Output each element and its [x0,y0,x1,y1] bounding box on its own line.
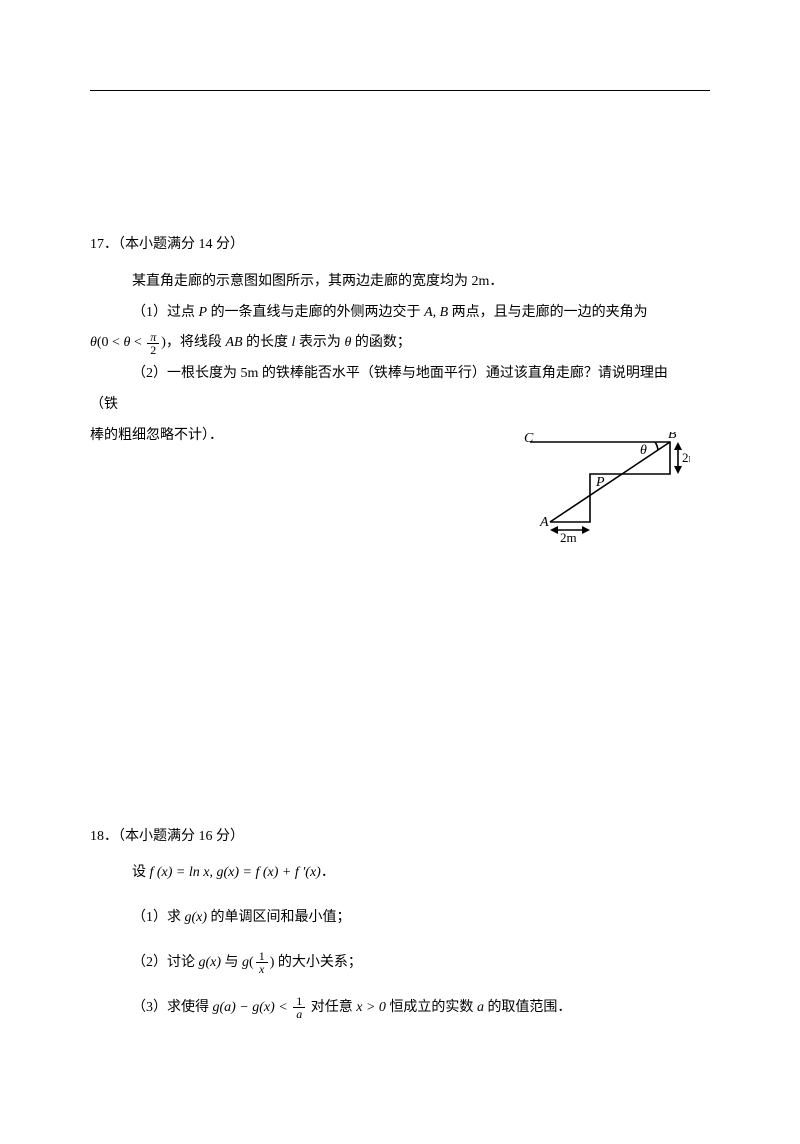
arrow-right-head1 [674,442,682,450]
label-theta: θ [640,443,647,458]
frac-den: a [293,1008,305,1020]
line-AB [550,442,670,522]
page: 17．（本小题满分 14 分） 某直角走廊的示意图如图所示，其两边走廊的宽度均为… [0,0,800,1144]
p17-line2-post: 两点，且与走廊的一边的夹角为 [448,305,648,320]
p18-line3-pre: （2）讨论 [132,955,199,970]
problem-17-number: 17． [90,237,118,252]
problem-18-head: 18．（本小题满分 16 分） [90,822,710,853]
content-area: 17．（本小题满分 14 分） 某直角走廊的示意图如图所示，其两边走廊的宽度均为… [90,90,710,1024]
p18-expr: g(a) − g(x) < [213,1000,292,1015]
label-C: C [524,432,534,446]
p18-line1-post: ． [321,865,335,880]
problem-18-body: 设 f (x) = ln x, g(x) = f (x) + f ′(x)． （… [90,858,710,1023]
p18-line1: 设 f (x) = ln x, g(x) = f (x) + f ′(x)． [132,858,710,889]
p17-line2-mid: 的一条直线与走廊的外侧两边交于 [207,305,424,320]
p18-line3-post: 的大小关系； [274,955,362,970]
p17-line4: （2）一根长度为 5m 的铁棒能否水平（铁棒与地面平行）通过该直角走廊？请说明理… [90,359,710,390]
label-2m-bottom: 2m [560,530,577,542]
p18-line2-pre: （1）求 [132,910,185,925]
p18-gx1: g(x) [185,910,208,925]
problem-17-head: 17．（本小题满分 14 分） [90,230,710,261]
label-A: A [539,515,549,530]
arrow-bottom-head2 [582,526,590,534]
p17-line3-mid3: 表示为 [295,335,344,350]
p18-line3-open: ( [249,955,254,970]
p17-line2-pre: （1）过点 [132,305,199,320]
page-top-rule [90,90,710,91]
p18-line3: （2）讨论 g(x) 与 g(1x) 的大小关系； [132,948,710,979]
p18-frac-1a: 1a [293,995,305,1020]
p18-line2: （1）求 g(x) 的单调区间和最小值； [132,903,710,934]
p17-line3: θ(0 < θ < π2)，将线段 AB 的长度 l 表示为 θ 的函数； [90,328,710,359]
spacer [90,632,710,822]
diagram-holder: C B A P θ 2m 2m [90,452,710,572]
p18-line4-mid2: 恒成立的实数 [386,1000,477,1015]
frac-num: π [147,331,159,344]
frac-den: 2 [147,344,159,356]
problem-18-number: 18． [90,829,118,844]
p18-line4-pre: （3）求使得 [132,1000,213,1015]
problem-18-points: （本小题满分 16 分） [118,829,244,844]
label-2m-right: 2m [682,450,690,465]
corridor-diagram: C B A P θ 2m 2m [520,432,690,542]
p18-line4: （3）求使得 g(a) − g(x) < 1a 对任意 x > 0 恒成立的实数… [132,993,710,1024]
p17-frac-pi2: π2 [147,331,159,356]
label-B: B [668,432,677,442]
p17-point-P: P [199,305,208,320]
p17-AB: AB [225,335,242,350]
p18-g: g [242,955,249,970]
p17-line3-end: 的函数； [351,335,411,350]
p18-a: a [477,1000,484,1015]
arrow-bottom-head1 [550,526,558,534]
p17-line1: 某直角走廊的示意图如图所示，其两边走廊的宽度均为 2m． [132,267,710,298]
p18-x: x > 0 [356,1000,386,1015]
p17-points-AB: A, B [424,305,448,320]
theta-arc [655,442,658,450]
arrow-right-head2 [674,466,682,474]
problem-17-body: 某直角走廊的示意图如图所示，其两边走廊的宽度均为 2m． （1）过点 P 的一条… [90,267,710,329]
p17-line6-text: 棒的粗细忽略不计）． [90,428,223,443]
p17-open: (0 < [97,335,124,350]
p18-frac-1x: 1x [256,950,268,975]
problem-18: 18．（本小题满分 16 分） 设 f (x) = ln x, g(x) = f… [90,822,710,1024]
p18-fx: f (x) = ln x, g(x) = f (x) + f ′(x) [150,865,321,880]
problem-17: 17．（本小题满分 14 分） 某直角走廊的示意图如图所示，其两边走廊的宽度均为… [90,230,710,572]
p18-line2-post: 的单调区间和最小值； [207,910,351,925]
p17-theta: θ [90,335,97,350]
frac-den: x [256,963,268,975]
p17-line2: （1）过点 P 的一条直线与走廊的外侧两边交于 A, B 两点，且与走廊的一边的… [132,298,710,329]
p18-line4-post: 的取值范围． [484,1000,572,1015]
p18-line4-mid: 对任意 [307,1000,356,1015]
label-P: P [595,475,605,490]
p18-gx2: g(x) [199,955,222,970]
p17-line5: （铁 [90,390,710,421]
p17-line3-mid: ，将线段 [166,335,226,350]
p17-line3-mid2: 的长度 [243,335,292,350]
p18-line3-mid: 与 [221,955,242,970]
p18-line1-pre: 设 [132,865,150,880]
problem-17-points: （本小题满分 14 分） [118,237,244,252]
